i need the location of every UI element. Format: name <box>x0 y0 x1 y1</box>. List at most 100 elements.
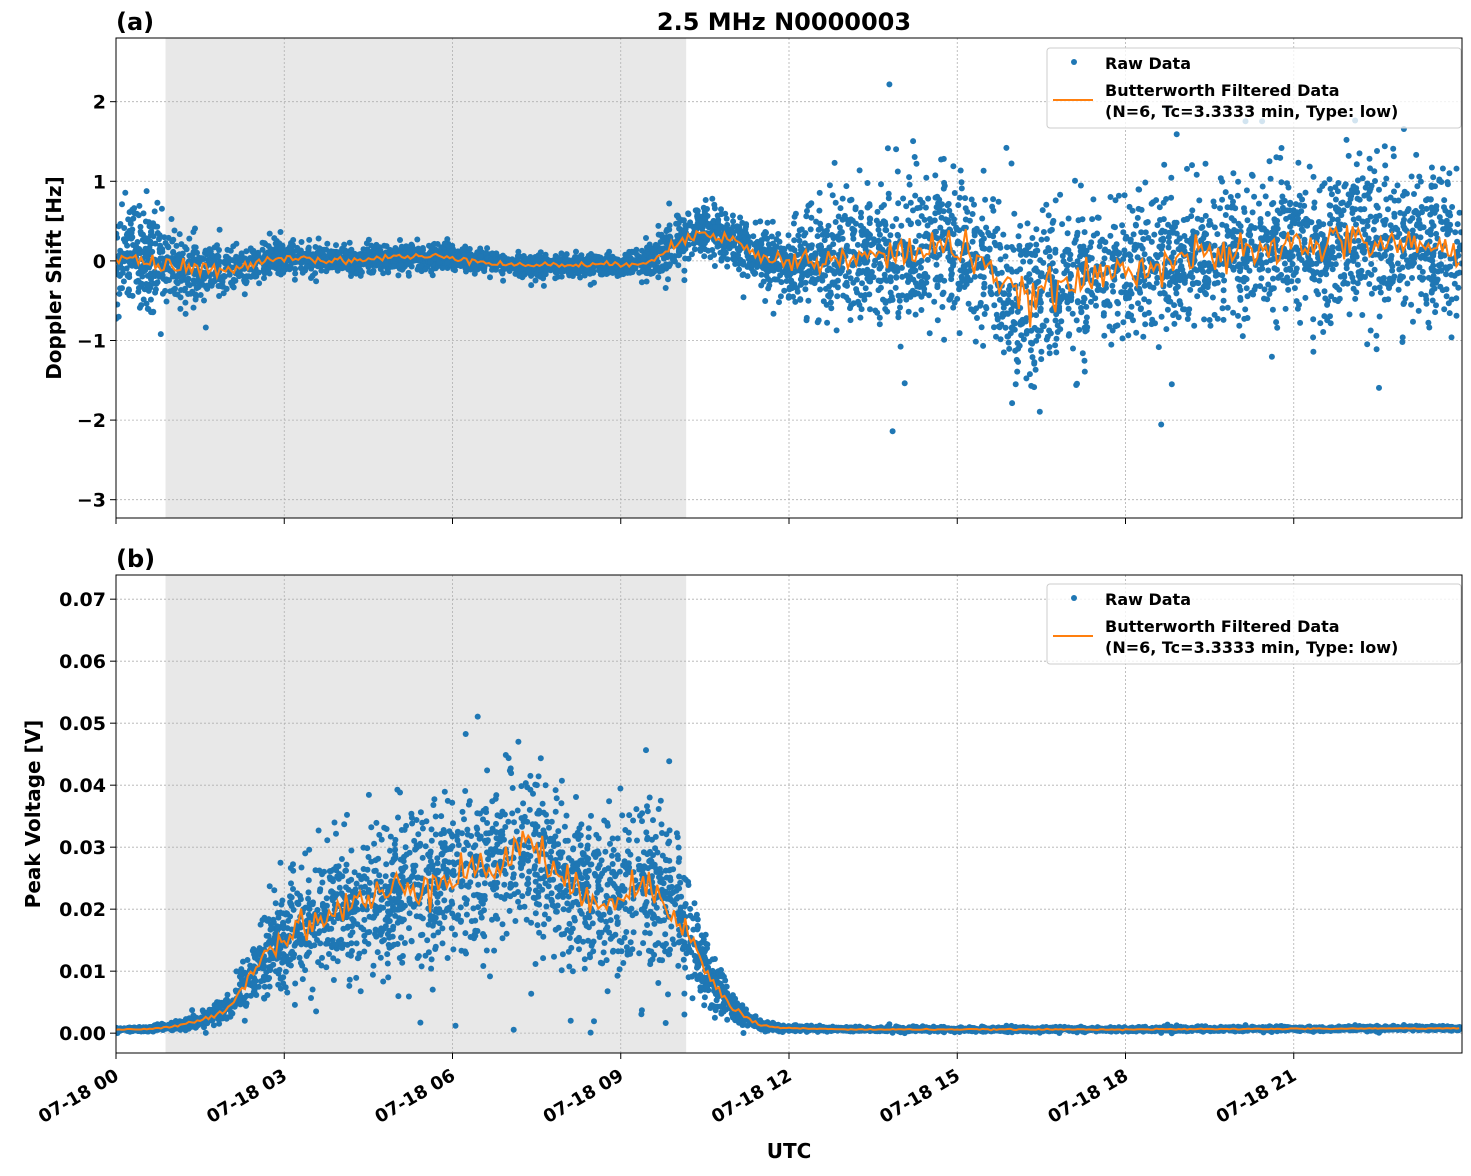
raw-point <box>1400 254 1406 260</box>
raw-point <box>1207 317 1213 323</box>
raw-point <box>126 286 132 292</box>
raw-point <box>1424 251 1430 257</box>
raw-point <box>1341 272 1347 278</box>
raw-point <box>177 231 183 237</box>
raw-point <box>1310 349 1316 355</box>
raw-point <box>702 240 708 246</box>
raw-point <box>926 292 932 298</box>
raw-point <box>655 274 661 280</box>
raw-point <box>894 264 900 270</box>
raw-point <box>1381 280 1387 286</box>
raw-point <box>977 303 983 309</box>
raw-point <box>467 246 473 252</box>
raw-point <box>1155 222 1161 228</box>
raw-point <box>950 163 956 169</box>
panel-label-b: (b) <box>116 545 155 573</box>
raw-point <box>815 233 821 239</box>
raw-point <box>152 208 158 214</box>
raw-point <box>1003 325 1009 331</box>
raw-point <box>1364 181 1370 187</box>
raw-point <box>138 224 144 230</box>
raw-point <box>1444 221 1450 227</box>
raw-point <box>1262 235 1268 241</box>
raw-point <box>304 264 310 270</box>
raw-point <box>1034 248 1040 254</box>
raw-point <box>853 204 859 210</box>
raw-point <box>1053 318 1059 324</box>
raw-point <box>1025 220 1031 226</box>
raw-point <box>1374 346 1380 352</box>
raw-point <box>836 237 842 243</box>
raw-point <box>1327 261 1333 267</box>
raw-point <box>844 283 850 289</box>
raw-point <box>1200 261 1206 267</box>
raw-point <box>1372 178 1378 184</box>
raw-point <box>853 221 859 227</box>
raw-point <box>1173 310 1179 316</box>
raw-point <box>866 278 872 284</box>
raw-point <box>972 274 978 280</box>
raw-point <box>1314 288 1320 294</box>
raw-point <box>1236 323 1242 329</box>
raw-point <box>1360 248 1366 254</box>
raw-point <box>646 270 652 276</box>
raw-point <box>1324 302 1330 308</box>
raw-point <box>1390 146 1396 152</box>
raw-point <box>1400 274 1406 280</box>
raw-point <box>1080 350 1086 356</box>
raw-point <box>741 294 747 300</box>
raw-point <box>1135 215 1141 221</box>
raw-point <box>1238 223 1244 229</box>
raw-point <box>1243 264 1249 270</box>
raw-point <box>1312 200 1318 206</box>
raw-point <box>1133 330 1139 336</box>
raw-point <box>949 213 955 219</box>
raw-point <box>126 274 132 280</box>
raw-point <box>1004 334 1010 340</box>
raw-point <box>1168 175 1174 181</box>
raw-point <box>1369 291 1375 297</box>
raw-point <box>735 246 741 252</box>
raw-point <box>114 302 120 308</box>
raw-point <box>981 168 987 174</box>
y-tick-label: 0 <box>93 251 106 273</box>
raw-point <box>1199 224 1205 230</box>
raw-point <box>1343 181 1349 187</box>
raw-point <box>1283 306 1289 312</box>
raw-point <box>1360 175 1366 181</box>
raw-point <box>937 204 943 210</box>
raw-point <box>754 245 760 251</box>
raw-point <box>1396 287 1402 293</box>
raw-point <box>991 324 997 330</box>
raw-point <box>1452 229 1458 235</box>
raw-point <box>893 285 899 291</box>
raw-point <box>1307 164 1313 170</box>
raw-point <box>1269 201 1275 207</box>
raw-point <box>878 285 884 291</box>
raw-point <box>724 216 730 222</box>
raw-point <box>1151 232 1157 238</box>
raw-point <box>987 284 993 290</box>
raw-point <box>1330 266 1336 272</box>
raw-point <box>1114 299 1120 305</box>
raw-point <box>1274 325 1280 331</box>
raw-point <box>928 219 934 225</box>
raw-point <box>898 223 904 229</box>
raw-point <box>1279 232 1285 238</box>
raw-point <box>182 300 188 306</box>
raw-point <box>1101 333 1107 339</box>
raw-point <box>774 236 780 242</box>
raw-point <box>1351 216 1357 222</box>
raw-point <box>1417 225 1423 231</box>
raw-point <box>843 183 849 189</box>
raw-point <box>1382 143 1388 149</box>
raw-point <box>1328 320 1334 326</box>
raw-point <box>1316 223 1322 229</box>
raw-point <box>665 276 671 282</box>
raw-point <box>1356 269 1362 275</box>
raw-point <box>797 227 803 233</box>
raw-point <box>1183 274 1189 280</box>
raw-point <box>1044 236 1050 242</box>
raw-point <box>998 256 1004 262</box>
raw-point <box>1335 180 1341 186</box>
